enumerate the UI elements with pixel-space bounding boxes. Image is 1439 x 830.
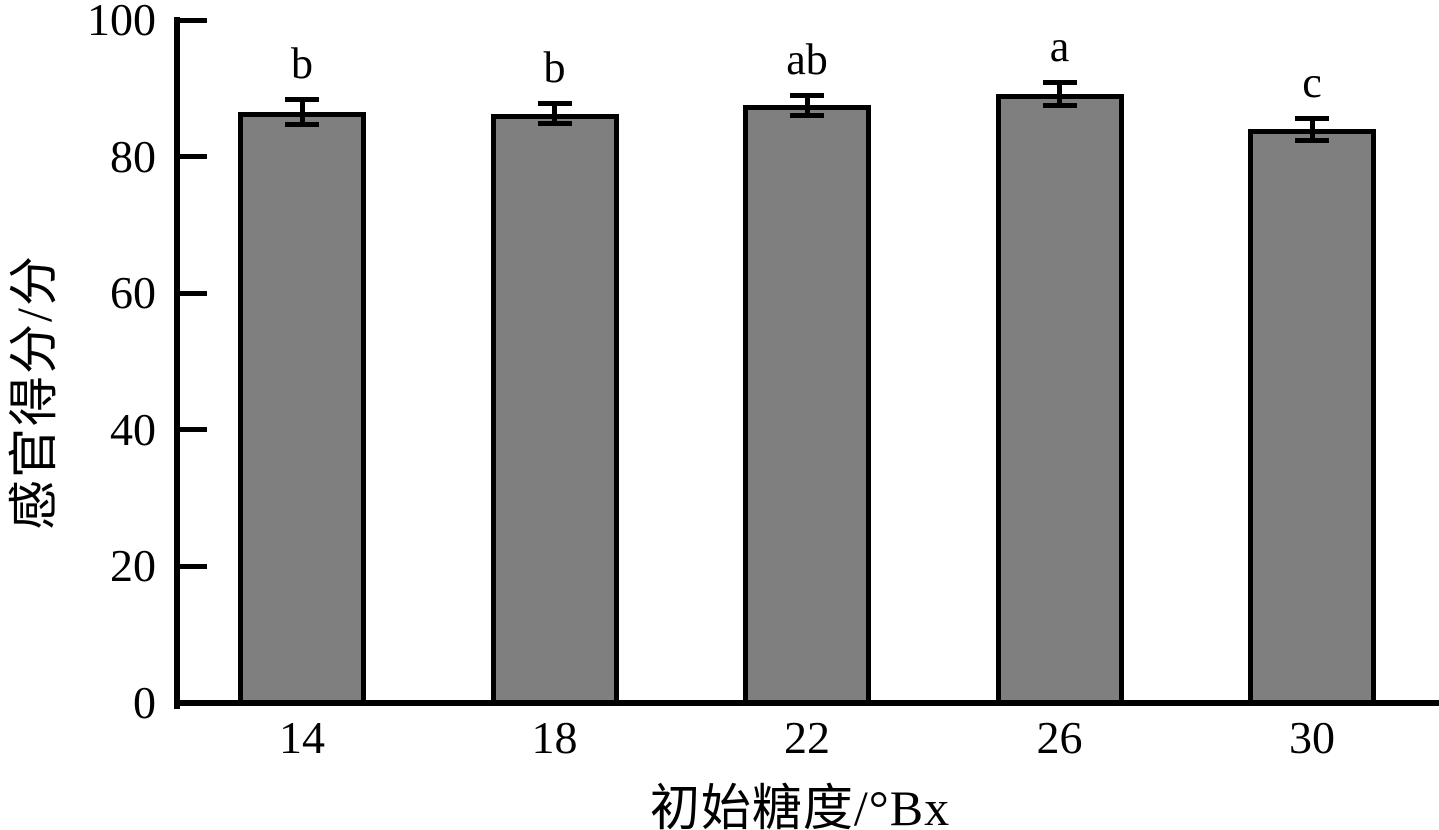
x-tick-label: 22 <box>784 712 830 763</box>
bar <box>743 105 871 705</box>
y-tick <box>180 17 207 23</box>
error-bar-cap-top <box>537 101 572 106</box>
bar <box>1248 129 1376 705</box>
error-bar-cap-top <box>1295 116 1329 122</box>
sig-label: b <box>291 38 313 88</box>
error-bar-line <box>804 95 810 115</box>
error-bar-cap-top <box>285 96 319 102</box>
x-tick-label: 18 <box>531 712 578 763</box>
sig-label: ab <box>786 34 828 84</box>
y-axis <box>174 17 180 709</box>
y-tick-label: 80 <box>110 130 156 182</box>
error-bar-cap-bottom <box>1295 137 1329 143</box>
y-tick-label: 100 <box>87 0 156 45</box>
y-tick <box>180 154 207 160</box>
error-bar-cap-bottom <box>285 122 319 128</box>
sig-label: b <box>543 43 566 92</box>
error-bar-cap-top <box>790 92 824 98</box>
error-bar-line <box>1057 82 1062 105</box>
bar <box>238 112 366 705</box>
x-tick-label: 14 <box>279 712 325 763</box>
error-bar-line <box>1309 119 1315 140</box>
y-tick-label: 20 <box>110 540 156 592</box>
bar <box>995 93 1124 705</box>
y-tick <box>180 427 207 433</box>
x-tick-label: 26 <box>1036 712 1083 763</box>
y-tick-label: 60 <box>110 267 156 319</box>
y-tick-label: 0 <box>133 677 156 728</box>
sig-label: c <box>1302 58 1322 108</box>
y-tick <box>180 563 207 569</box>
error-bar-line <box>299 99 305 125</box>
error-bar-cap-bottom <box>537 121 572 127</box>
error-bar-cap-bottom <box>1042 102 1077 108</box>
error-bar-cap-bottom <box>790 112 824 118</box>
y-tick-label: 40 <box>110 403 156 455</box>
error-bar-cap-top <box>1042 79 1077 85</box>
x-tick-label: 30 <box>1289 712 1335 763</box>
x-axis-label: 初始糖度/°Bx <box>649 780 951 830</box>
error-bar-line <box>552 104 557 124</box>
sig-label: a <box>1049 21 1070 71</box>
y-tick <box>180 290 207 296</box>
bar <box>490 113 619 705</box>
